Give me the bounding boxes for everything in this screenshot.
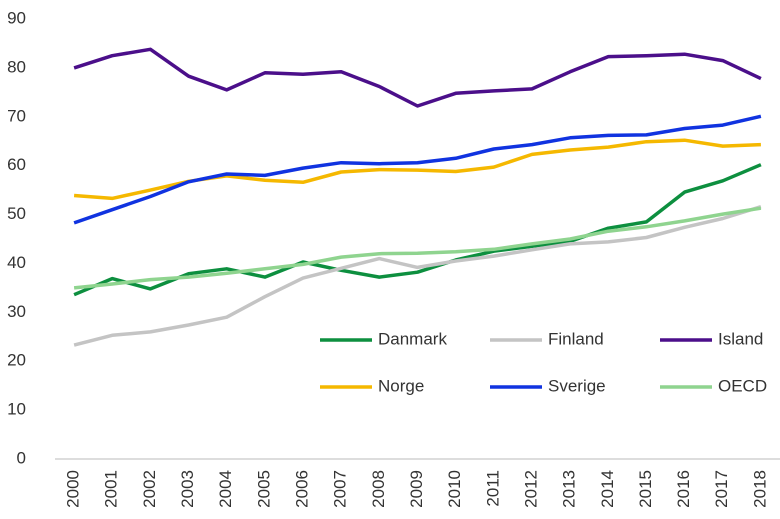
- series-line: [73, 163, 762, 297]
- x-tick-label: 2014: [598, 470, 617, 508]
- x-tick-label: 2010: [445, 470, 464, 508]
- series-line: [73, 114, 762, 225]
- x-tick-label: 2003: [178, 470, 197, 508]
- y-tick-label: 20: [7, 351, 26, 370]
- series-line: [73, 206, 762, 290]
- x-tick-label: 2015: [636, 470, 655, 508]
- x-tick-label: 2012: [521, 470, 540, 508]
- x-tick-label: 2007: [331, 470, 350, 508]
- x-tick-label: 2018: [750, 470, 769, 508]
- series-line: [73, 47, 762, 108]
- x-tick-label: 2011: [483, 470, 502, 507]
- y-tick-label: 80: [7, 57, 26, 76]
- x-tick-label: 2000: [64, 470, 83, 508]
- x-tick-label: 2009: [407, 470, 426, 508]
- x-tick-label: 2008: [369, 470, 388, 508]
- legend-label: Finland: [548, 329, 604, 348]
- legend-label: Danmark: [378, 329, 447, 348]
- y-tick-label: 90: [7, 8, 26, 27]
- y-tick-label: 50: [7, 204, 26, 223]
- x-tick-label: 2002: [140, 470, 159, 508]
- y-tick-label: 40: [7, 253, 26, 272]
- y-tick-label: 30: [7, 302, 26, 321]
- x-tick-label: 2005: [254, 470, 273, 508]
- legend-label: Island: [718, 329, 763, 348]
- y-tick-label: 10: [7, 400, 26, 419]
- x-tick-label: 2006: [293, 470, 312, 508]
- y-tick-label: 60: [7, 155, 26, 174]
- legend-label: OECD: [718, 376, 767, 395]
- legend-label: Norge: [378, 376, 424, 395]
- x-tick-label: 2017: [712, 470, 731, 508]
- y-tick-label: 0: [17, 448, 26, 467]
- legend-label: Sverige: [548, 376, 606, 395]
- x-tick-label: 2013: [560, 470, 579, 508]
- series-line: [73, 138, 761, 201]
- x-tick-label: 2001: [102, 470, 121, 508]
- x-tick-label: 2004: [216, 470, 235, 508]
- series-line: [73, 205, 762, 347]
- x-tick-label: 2016: [674, 470, 693, 508]
- y-tick-label: 70: [7, 106, 26, 125]
